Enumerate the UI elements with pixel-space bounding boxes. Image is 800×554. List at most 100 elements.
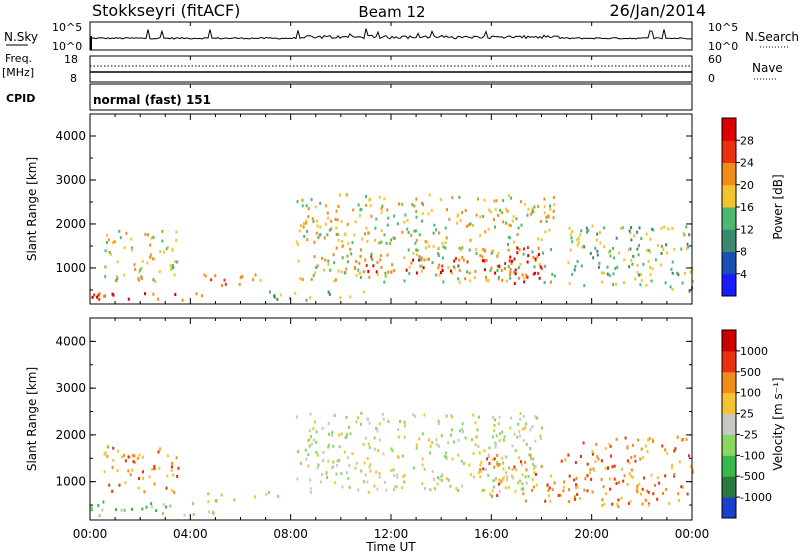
- velocity-echo-cell: [449, 484, 452, 488]
- velocity-echo-cell: [477, 471, 480, 474]
- velocity-echo-cell: [428, 438, 430, 442]
- velocity-echo-cell: [304, 448, 307, 452]
- power-echo-cell: [334, 217, 337, 221]
- power-echo-cell: [414, 229, 417, 233]
- power-echo-cell: [104, 265, 107, 269]
- power-echo-cell: [181, 298, 184, 302]
- power-echo-cell: [665, 243, 668, 247]
- power-echo-cell: [125, 231, 128, 235]
- velocity-echo-cell: [531, 488, 533, 492]
- velocity-echo-cell: [480, 460, 483, 464]
- power-ytick-label: 3000: [55, 173, 86, 187]
- velocity-echo-cell: [617, 498, 620, 502]
- velocity-echo-cell: [501, 456, 504, 460]
- power-echo-cell: [533, 265, 536, 269]
- power-echo-cell: [509, 255, 512, 259]
- power-echo-cell: [510, 262, 513, 266]
- x-tick-label: 00:00: [73, 527, 108, 541]
- velocity-echo-cell: [346, 456, 349, 460]
- power-frame: [89, 113, 693, 305]
- velocity-echo-cell: [308, 429, 311, 433]
- power-ylabel: Slant Range [km]: [25, 157, 39, 261]
- power-echo-cell: [671, 260, 674, 264]
- velocity-echo-cell: [518, 456, 521, 460]
- power-echo-cell: [365, 203, 368, 207]
- velocity-echo-cell: [665, 487, 668, 491]
- power-echo-cell: [483, 268, 486, 272]
- velocity-echo-cell: [560, 459, 563, 463]
- power-echo-cell: [319, 201, 322, 205]
- velocity-echo-cell: [112, 446, 115, 450]
- power-colorbar-tick-label: 20: [740, 179, 754, 192]
- velocity-echo-cell: [403, 474, 406, 477]
- power-echo-cell: [491, 249, 494, 253]
- power-echo-cell: [477, 197, 479, 201]
- power-echo-cell: [581, 245, 584, 249]
- power-echo-cell: [360, 248, 362, 252]
- date-label: 26/Jan/2014: [609, 1, 706, 20]
- velocity-echo-cell: [331, 433, 334, 437]
- velocity-echo-cell: [509, 416, 512, 420]
- velocity-echo-cell: [366, 456, 369, 460]
- power-echo-cell: [289, 296, 292, 300]
- power-echo-cell: [510, 196, 513, 200]
- velocity-echo-cell: [403, 424, 406, 428]
- velocity-echo-cell: [511, 468, 514, 471]
- cpid-panel: CPID normal (fast) 151: [6, 83, 693, 111]
- velocity-echo-cell: [474, 443, 477, 447]
- velocity-echo-cell: [512, 476, 515, 480]
- freq-unit: [MHz]: [2, 66, 34, 79]
- power-echo-cell: [609, 254, 612, 258]
- power-echo-cell: [599, 231, 601, 234]
- velocity-echo-cell: [611, 465, 614, 469]
- velocity-echo-cell: [505, 471, 507, 475]
- velocity-echo-cell: [309, 412, 312, 416]
- power-echo-cell: [571, 230, 574, 234]
- velocity-echo-cell: [133, 454, 136, 458]
- power-echo-cell: [459, 219, 462, 222]
- power-echo-cell: [123, 246, 126, 250]
- velocity-echo-cell: [393, 474, 396, 477]
- velocity-echo-cell: [296, 477, 299, 481]
- velocity-echo-cell: [609, 487, 612, 491]
- power-echo-cell: [357, 203, 360, 207]
- power-echo-cell: [203, 273, 205, 277]
- velocity-echo-cell: [627, 501, 630, 505]
- power-echo-cell: [109, 252, 112, 256]
- power-echo-cell: [396, 222, 399, 226]
- power-echo-cell: [462, 258, 465, 262]
- velocity-echo-cell: [108, 483, 111, 487]
- nsky-label: N.Sky: [4, 30, 38, 44]
- power-echo-cell: [252, 278, 255, 282]
- power-echo-cell: [161, 229, 164, 233]
- power-echo-cells: [91, 193, 694, 302]
- velocity-echo-cell: [662, 492, 664, 495]
- power-echo-cell: [662, 248, 665, 252]
- power-echo-cell: [344, 232, 347, 236]
- power-echo-cell: [393, 214, 396, 218]
- power-echo-cell: [440, 271, 442, 274]
- power-echo-cell: [386, 208, 389, 212]
- power-echo-cell: [412, 251, 415, 255]
- power-echo-cell: [663, 225, 666, 229]
- power-echo-cell: [629, 231, 632, 235]
- velocity-echo-cell: [646, 450, 649, 453]
- power-echo-cell: [506, 279, 509, 283]
- power-colorbar-swatch: [722, 140, 736, 163]
- velocity-echo-cell: [462, 462, 465, 465]
- velocity-echo-cell: [499, 481, 502, 485]
- velocity-echo-cell: [482, 467, 485, 471]
- power-echo-cell: [415, 248, 418, 252]
- power-echo-cell: [550, 280, 552, 284]
- velocity-echo-cell: [496, 462, 499, 466]
- velocity-echo-cell: [594, 460, 597, 464]
- power-echo-cell: [513, 257, 516, 261]
- power-echo-cell: [639, 283, 642, 287]
- power-echo-cell: [552, 209, 555, 213]
- x-tick-label: 16:00: [474, 527, 509, 541]
- power-ytick-label: 1000: [55, 261, 86, 275]
- velocity-echo-cell: [447, 441, 450, 445]
- power-echo-cell: [144, 232, 147, 236]
- velocity-echo-cell: [656, 476, 659, 480]
- power-echo-cell: [336, 232, 339, 236]
